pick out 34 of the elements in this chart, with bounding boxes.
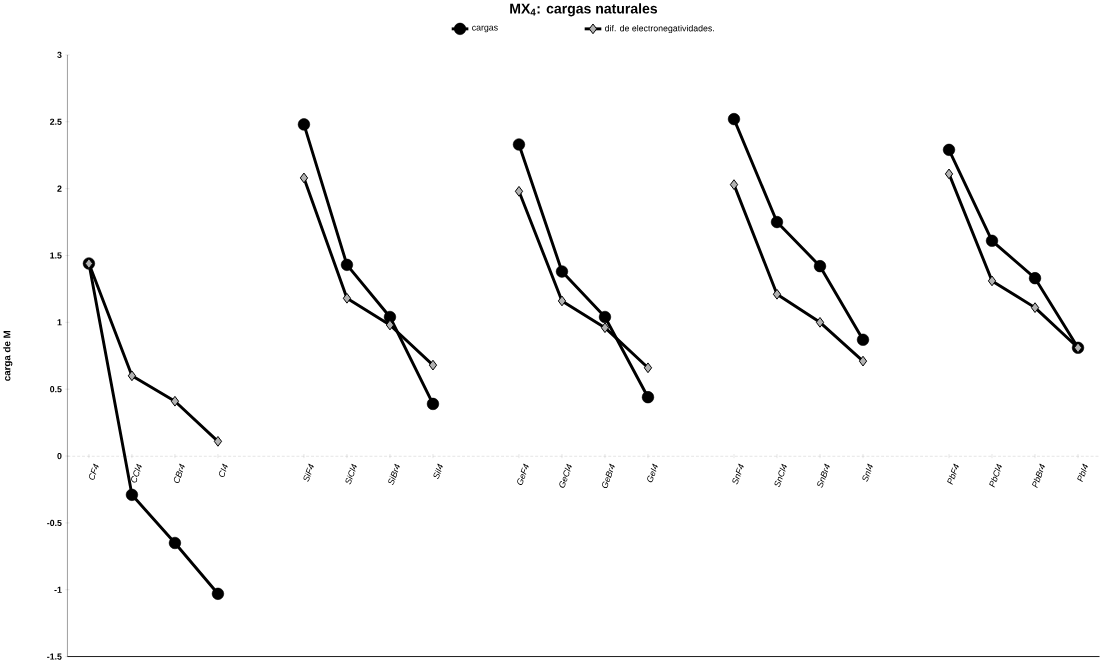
y-tick-label: 0.5 <box>50 386 62 393</box>
y-tick-label: 3 <box>57 51 62 59</box>
y-tick-label: -1 <box>54 586 62 593</box>
y-tick-label: 2 <box>57 185 62 192</box>
x-tick-label: SiF4 <box>303 463 314 482</box>
x-tick-label: GeBr4 <box>602 463 615 489</box>
x-tick-label: SnI4 <box>862 463 873 482</box>
y-tick-label: -1.5 <box>47 653 62 660</box>
x-tick-label: SnCl4 <box>774 463 788 488</box>
x-tick-label: SnBr4 <box>817 463 830 488</box>
y-tick-label: -0.5 <box>47 519 62 527</box>
x-tick-label: PbBr4 <box>1032 463 1046 489</box>
x-tick-label: CI4 <box>219 463 228 478</box>
y-tick-label: 1.5 <box>50 252 62 259</box>
legend-label: dif. de electronegatividades. <box>605 24 714 34</box>
chart-title: MX$_{4}$: cargas naturales <box>510 3 658 17</box>
x-tick-label: GeI4 <box>647 463 658 483</box>
x-tick-label: CF4 <box>89 463 99 480</box>
y-axis-title: carga de M <box>3 331 13 381</box>
x-tick-label: SnF4 <box>732 463 744 485</box>
y-tick-label: 2.5 <box>50 118 62 125</box>
x-tick-label: SiBr4 <box>388 463 400 485</box>
x-tick-label: CBr4 <box>173 463 185 484</box>
x-tick-label: GeF4 <box>517 463 529 485</box>
x-tick-label: PbI4 <box>1077 463 1089 483</box>
y-tick-label: 1 <box>57 319 62 326</box>
x-tick-label: GeCl4 <box>559 463 572 488</box>
x-tick-label: PbF4 <box>947 463 960 485</box>
y-tick-label: 0 <box>57 452 62 460</box>
x-tick-label: PbCl4 <box>989 463 1003 488</box>
x-tick-label: SiI4 <box>433 463 443 479</box>
x-tick-label: SiCl4 <box>345 463 357 485</box>
legend-label: cargas <box>472 25 498 33</box>
x-tick-label: CCl4 <box>131 463 142 483</box>
